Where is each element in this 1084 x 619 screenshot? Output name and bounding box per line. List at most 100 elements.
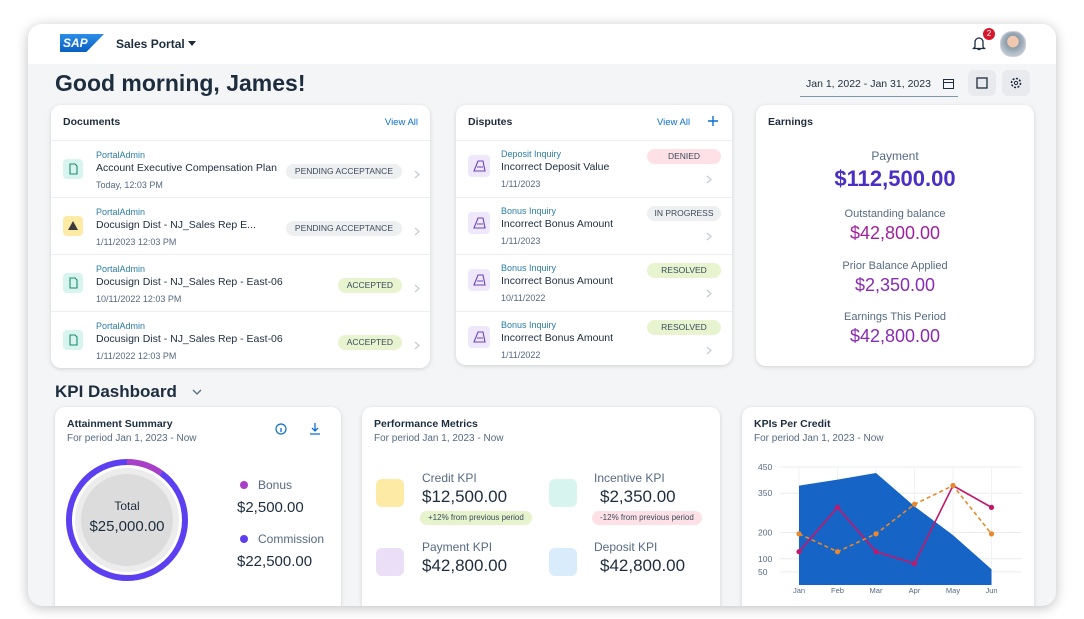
document-row[interactable]: PortalAdmin Docusign Dist - NJ_Sales Rep …	[51, 197, 430, 255]
info-icon[interactable]	[275, 423, 287, 435]
kpi-label: Incentive KPI	[594, 471, 665, 485]
gear	[1010, 77, 1022, 89]
app-title[interactable]: Sales Portal	[116, 37, 185, 51]
chevron-icon	[414, 227, 420, 236]
kpi-value: $42,800.00	[422, 556, 508, 575]
document-icon	[63, 159, 83, 179]
kpi-badge: -12% from previous period	[592, 511, 702, 525]
donut-center-value: $25,000.00	[89, 518, 164, 535]
bell-icon[interactable]	[972, 36, 986, 52]
dispute-glyph	[473, 331, 486, 343]
status-pill: RESOLVED	[647, 263, 721, 278]
dispute-title: Incorrect Bonus Amount	[501, 275, 614, 287]
earning-label: Outstanding balance	[844, 208, 946, 220]
view-all[interactable]: View All	[657, 117, 691, 128]
dispute-row[interactable]: Bonus Inquiry Incorrect Bonus Amount 1/11/…	[456, 197, 732, 255]
status-pill: ACCEPTED	[337, 278, 402, 293]
view-all[interactable]: View All	[384, 117, 418, 128]
glyph	[473, 217, 486, 229]
chevron-icon	[706, 232, 712, 241]
x-tick-label: Jun	[985, 586, 997, 595]
status-pill: RESOLVED	[647, 320, 721, 335]
notification-badge: 2	[983, 28, 995, 40]
glyph	[473, 160, 486, 172]
area	[799, 473, 992, 585]
point	[911, 560, 918, 567]
disputes-card: Disputes View All Deposit Inquiry Incorre…	[456, 105, 732, 365]
y-tick-label: 450	[758, 462, 772, 472]
card-title: Documents	[63, 116, 121, 128]
export-button[interactable]	[968, 70, 996, 96]
dispute-row[interactable]: Bonus Inquiry Incorrect Bonus Amount 1/11/…	[456, 311, 732, 365]
legend-dot	[240, 535, 248, 543]
document-date: 10/11/2022 12:03 PM	[96, 294, 182, 304]
card-title: Attainment Summary	[67, 418, 173, 430]
chevron	[414, 341, 420, 350]
legend-label: Bonus	[258, 478, 292, 492]
export-icon	[976, 77, 988, 89]
dispute-title: Incorrect Deposit Value	[501, 161, 610, 173]
kpi-label: Credit KPI	[422, 471, 477, 485]
cal	[943, 79, 954, 89]
app-window: SAP Sales Portal 2 Good morning, James! …	[28, 24, 1056, 606]
dispute-date: 1/11/2023	[501, 236, 541, 246]
row-chevron	[706, 171, 712, 189]
row-chevron	[414, 166, 420, 184]
line-chart: 50 100 200 350 450 Jan Feb Mar Apr May Jun	[758, 462, 1022, 595]
document-date: 1/11/2023 12:03 PM	[96, 237, 177, 247]
avatar[interactable]	[1000, 31, 1026, 57]
dispute-date: 1/11/2022	[501, 350, 541, 360]
point	[988, 504, 995, 510]
dispute-icon	[468, 269, 490, 291]
chevron-icon	[414, 170, 420, 179]
donut-track	[75, 468, 179, 572]
chevron	[414, 284, 420, 293]
x-tick-label: Feb	[831, 586, 844, 595]
settings-button[interactable]	[1002, 70, 1030, 96]
card-subtitle: For period Jan 1, 2023 - Now	[374, 433, 504, 444]
download	[310, 423, 320, 435]
chevron-icon	[414, 341, 420, 350]
point	[796, 531, 802, 537]
calendar-icon	[943, 79, 954, 89]
document-title: Docusign Dist - NJ_Sales Rep - East-06	[96, 333, 283, 345]
doc-glyph	[69, 277, 78, 289]
date-picker[interactable]: Jan 1, 2022 - Jan 31, 2023	[800, 72, 958, 97]
chevron	[192, 389, 202, 395]
dispute-type: Bonus Inquiry	[501, 263, 557, 273]
document-author: PortalAdmin	[96, 264, 146, 274]
kpi-value: $2,350.00	[600, 487, 676, 506]
download-icon[interactable]	[309, 423, 321, 435]
document-icon	[63, 330, 83, 350]
earning-label: Payment	[871, 149, 919, 163]
document-author: PortalAdmin	[96, 321, 146, 331]
kpi-label: Deposit KPI	[594, 540, 658, 554]
glyph	[473, 274, 486, 286]
earning-label: Earnings This Period	[844, 311, 946, 323]
section-chevron[interactable]	[192, 389, 202, 396]
warn	[68, 221, 78, 230]
x-tick-label: May	[946, 586, 960, 595]
dispute-row[interactable]: Deposit Inquiry Incorrect Deposit Value 1/…	[456, 140, 732, 198]
donut-segment	[66, 459, 188, 581]
card-subtitle: For period Jan 1, 2023 - Now	[754, 433, 884, 444]
chevron-icon	[706, 175, 712, 184]
kpi-label: Payment KPI	[422, 540, 493, 554]
glyph	[473, 331, 486, 343]
doc-glyph	[69, 334, 78, 346]
y-tick-label: 100	[758, 554, 772, 564]
earning-value: $42,800.00	[849, 326, 941, 346]
document-row[interactable]: PortalAdmin Account Executive Compensatio…	[51, 140, 430, 198]
chevron	[706, 346, 712, 355]
document-row[interactable]: PortalAdmin Docusign Dist - NJ_Sales Rep …	[51, 311, 430, 368]
status-pill: ACCEPTED	[337, 335, 402, 350]
row-chevron	[706, 285, 712, 303]
dispute-row[interactable]: Bonus Inquiry Incorrect Bonus Amount 10/11…	[456, 254, 732, 312]
chevron	[414, 170, 420, 179]
row-chevron	[706, 228, 712, 246]
logo[interactable]: SAP	[60, 34, 104, 52]
add-button[interactable]	[707, 115, 719, 127]
document-row[interactable]: PortalAdmin Docusign Dist - NJ_Sales Rep …	[51, 254, 430, 312]
dispute-glyph	[473, 274, 486, 286]
doc	[69, 334, 78, 346]
